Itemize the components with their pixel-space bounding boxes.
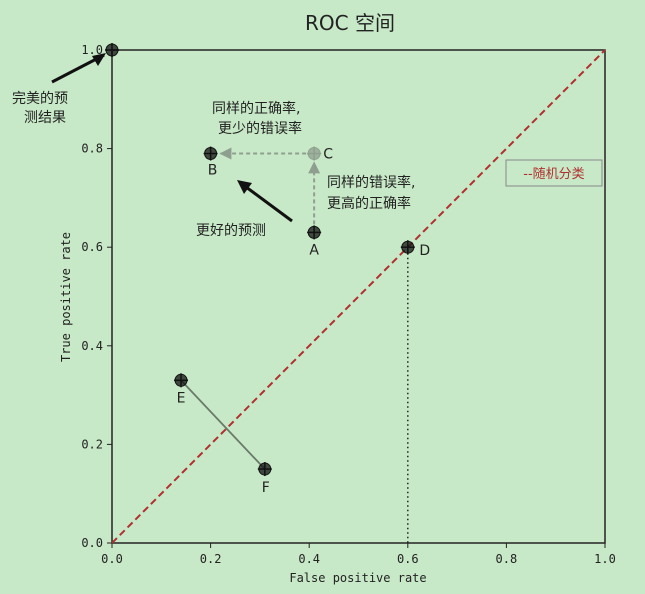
legend: --随机分类 — [505, 159, 603, 187]
point-label-a: A — [309, 242, 319, 258]
y-tick-label: 0.4 — [81, 339, 103, 353]
same-error-annotation-line-1: 同样的错误率, — [327, 174, 415, 191]
point-label-f: F — [262, 480, 270, 496]
better-arrow-head — [237, 180, 252, 194]
point-d: D — [400, 240, 430, 259]
e-f-segment — [180, 379, 266, 470]
point-perfect — [105, 43, 119, 57]
same-accuracy-annotation-line-1: 同样的正确率, — [212, 100, 300, 117]
better-annotation: 更好的预测 — [196, 223, 266, 239]
same-accuracy-annotation-line-2: 更少的错误率 — [218, 120, 302, 137]
y-tick-label: 0.6 — [81, 240, 103, 254]
data-points: A B C D E F — [105, 43, 430, 496]
x-tick-label: 0.6 — [397, 552, 419, 566]
point-label-c: C — [323, 147, 333, 163]
perfect-annotation-line-2: 测结果 — [24, 110, 66, 126]
x-tick-label: 0.2 — [200, 552, 222, 566]
point-c: C — [307, 146, 333, 163]
y-tick-label: 0.2 — [81, 437, 103, 451]
point-f: F — [257, 462, 272, 496]
perfect-annotation-line-1: 完美的预 — [12, 91, 68, 107]
point-e: E — [174, 373, 189, 406]
random-classifier-line — [111, 49, 606, 544]
y-axis-label: True positive rate — [59, 232, 73, 362]
point-b: B — [203, 146, 218, 179]
legend-box — [505, 159, 603, 187]
y-axis-ticks: 0.0 0.2 0.4 0.6 0.8 1.0 — [81, 43, 112, 550]
y-tick-label: 0.0 — [81, 536, 103, 550]
x-tick-label: 1.0 — [594, 552, 616, 566]
point-a: A — [307, 225, 322, 258]
point-label-e: E — [177, 390, 186, 406]
legend-random-label: --随机分类 — [523, 167, 584, 182]
chart-title: ROC 空间 — [305, 11, 395, 35]
x-axis-label: False positive rate — [289, 571, 426, 585]
x-tick-label: 0.8 — [496, 552, 518, 566]
x-tick-label: 0.0 — [101, 552, 123, 566]
point-label-b: B — [208, 163, 218, 179]
x-tick-label: 0.4 — [298, 552, 320, 566]
same-error-annotation-line-2: 更高的正确率 — [327, 195, 411, 212]
perfect-arrow-head — [92, 53, 106, 66]
plot-frame — [111, 49, 606, 544]
y-tick-label: 1.0 — [81, 43, 103, 57]
point-label-d: D — [419, 243, 430, 259]
x-axis-ticks: 0.0 0.2 0.4 0.6 0.8 1.0 — [101, 543, 616, 566]
better-arrow-shaft — [245, 185, 293, 223]
y-tick-label: 0.8 — [81, 142, 103, 156]
